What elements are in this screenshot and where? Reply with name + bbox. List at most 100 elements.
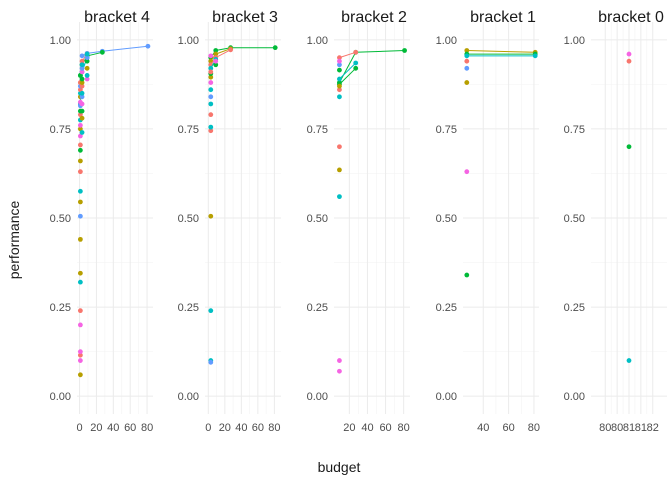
x-tick-label: 80 xyxy=(141,422,153,434)
y-tick-label: 0.25 xyxy=(178,302,199,314)
x-axis-title: budget xyxy=(318,459,361,475)
data-point xyxy=(464,272,470,278)
x-tick-label: 40 xyxy=(361,422,373,434)
data-point xyxy=(337,62,342,68)
data-point xyxy=(84,51,90,57)
data-point xyxy=(208,101,214,107)
data-point xyxy=(79,76,85,82)
data-point xyxy=(77,308,83,314)
data-point xyxy=(208,65,214,71)
x-tick-label: 80 xyxy=(398,422,410,434)
data-point xyxy=(213,62,219,68)
y-tick-label: 0.75 xyxy=(564,124,585,136)
data-point xyxy=(208,80,214,85)
y-axis-title: performance xyxy=(6,200,22,279)
data-point xyxy=(464,53,470,59)
y-tick-label: 0.25 xyxy=(436,302,457,314)
data-point xyxy=(84,65,90,71)
data-point xyxy=(337,358,342,363)
data-point xyxy=(79,69,85,75)
data-point xyxy=(337,144,342,150)
data-point xyxy=(77,213,83,219)
data-point xyxy=(337,58,342,64)
series-line xyxy=(81,45,148,57)
x-tick-label: 80 xyxy=(268,422,280,434)
data-point xyxy=(464,48,470,53)
data-point xyxy=(208,87,214,93)
data-point xyxy=(79,130,85,135)
data-point xyxy=(79,101,85,107)
data-point xyxy=(145,43,151,49)
x-tick-label: 80 xyxy=(599,422,611,434)
y-tick-label: 0.75 xyxy=(50,124,71,136)
data-point xyxy=(79,115,85,121)
data-point xyxy=(77,352,83,358)
y-tick-label: 0.25 xyxy=(307,302,328,314)
data-point xyxy=(79,94,85,100)
data-point xyxy=(272,45,278,51)
data-point xyxy=(208,213,214,219)
y-tick-label: 0.00 xyxy=(307,391,328,403)
y-tick-label: 0.50 xyxy=(564,213,585,225)
data-point xyxy=(208,112,214,118)
facet-title: bracket 3 xyxy=(212,9,278,26)
series-line xyxy=(339,62,357,80)
data-point xyxy=(626,144,632,150)
facet-panels: 0.00 0.25 0.50 0.75 1.00 0 20 40 60 80 bracket 4 0.… xyxy=(50,9,667,434)
y-tick-label: 0.50 xyxy=(50,213,71,225)
data-point xyxy=(626,58,632,64)
x-tick-label: 40 xyxy=(107,422,119,434)
x-tick-label: 81 xyxy=(623,422,635,434)
data-point xyxy=(77,87,83,93)
data-point xyxy=(99,49,105,55)
x-tick-label: 0 xyxy=(205,422,211,434)
facet-panel: 0.00 0.25 0.50 0.75 1.00 20 40 60 80 bracket 2 xyxy=(307,9,410,434)
y-tick-label: 0.25 xyxy=(564,302,585,314)
data-point xyxy=(77,126,83,132)
facet-title: bracket 4 xyxy=(84,9,150,26)
data-point xyxy=(626,358,632,363)
data-point xyxy=(337,94,342,100)
facet-panel: 0.00 0.25 0.50 0.75 1.00 0 20 40 60 80 bracket 4 xyxy=(50,9,154,434)
x-tick-label: 0 xyxy=(76,422,82,434)
data-point xyxy=(77,349,83,355)
data-point xyxy=(77,322,83,328)
data-point xyxy=(77,112,83,118)
y-tick-label: 0.75 xyxy=(436,124,457,136)
data-point xyxy=(77,147,83,153)
data-point xyxy=(464,169,470,175)
y-tick-label: 0.75 xyxy=(178,124,199,136)
x-tick-label: 40 xyxy=(235,422,247,434)
data-point xyxy=(213,51,219,57)
y-tick-label: 0.00 xyxy=(50,391,71,403)
x-tick-label: 20 xyxy=(90,422,102,434)
data-point xyxy=(77,188,83,194)
series-line xyxy=(339,51,356,59)
x-tick-label: 60 xyxy=(124,422,136,434)
data-point xyxy=(208,124,214,130)
data-point xyxy=(84,55,90,61)
data-point xyxy=(77,133,83,139)
x-tick-label: 60 xyxy=(252,422,264,434)
data-point xyxy=(208,308,214,314)
data-point xyxy=(77,358,83,363)
data-point xyxy=(79,62,85,68)
y-tick-label: 0.00 xyxy=(178,391,199,403)
data-point xyxy=(532,53,538,59)
y-tick-label: 1.00 xyxy=(50,35,71,47)
data-point xyxy=(353,60,359,66)
facet-panel: 0.00 0.25 0.50 0.75 1.00 40 60 80 bracket 1 xyxy=(436,9,540,434)
data-point xyxy=(79,90,85,96)
data-point xyxy=(84,58,90,64)
data-point xyxy=(77,279,83,285)
facet-panel: 0.00 0.25 0.50 0.75 1.00 0 20 40 60 80 bracket 3 xyxy=(178,9,281,434)
data-point xyxy=(77,236,83,242)
y-tick-label: 0.75 xyxy=(307,124,328,136)
data-point xyxy=(337,87,342,93)
series-line xyxy=(466,50,536,53)
data-point xyxy=(208,53,214,59)
y-tick-label: 1.00 xyxy=(307,35,328,47)
y-tick-label: 0.50 xyxy=(307,213,328,225)
y-tick-label: 0.00 xyxy=(436,391,457,403)
